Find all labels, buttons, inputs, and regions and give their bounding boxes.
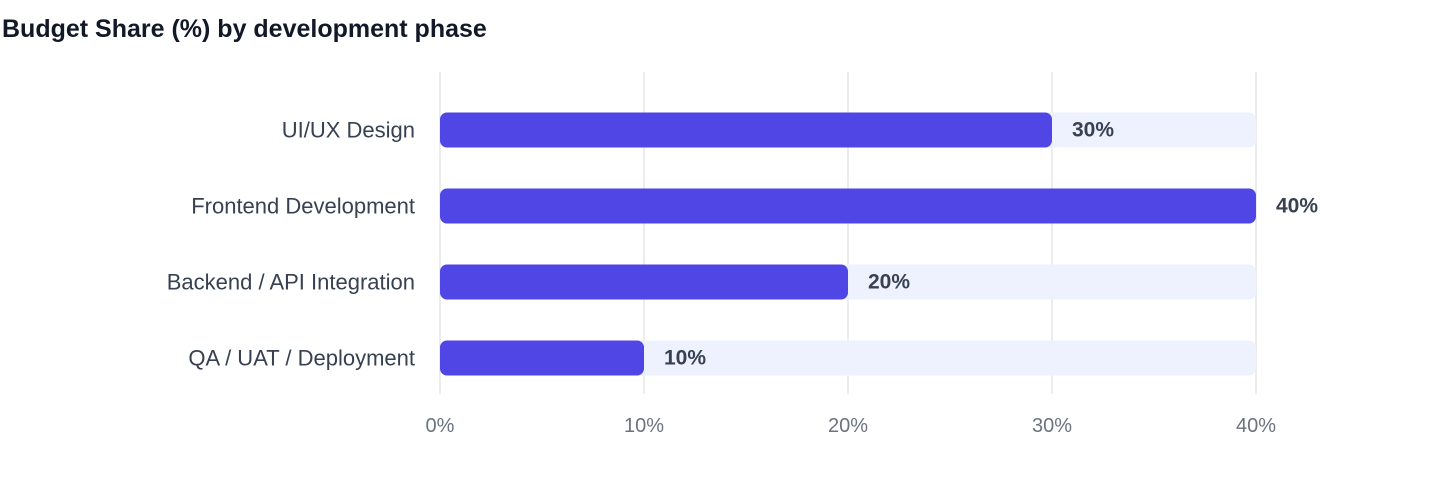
data-label: 20%: [868, 271, 910, 294]
x-tick-label: 30%: [1032, 415, 1072, 437]
x-tick-label: 20%: [828, 415, 868, 437]
category-label: Backend / API Integration: [167, 270, 415, 295]
category-label: UI/UX Design: [282, 118, 415, 143]
bar: [440, 264, 848, 300]
bar: [440, 188, 1256, 224]
data-label: 40%: [1276, 195, 1318, 218]
x-tick-label: 10%: [624, 415, 664, 437]
data-label: 10%: [664, 347, 706, 370]
category-label: Frontend Development: [191, 194, 415, 219]
bars: [440, 112, 1256, 376]
chart-title: Budget Share (%) by development phase: [2, 15, 487, 43]
labels: 0% 10% 20% 30% 40% UI/UX Design 30% Frontend De…: [167, 118, 1319, 438]
bar: [440, 112, 1052, 148]
category-label: QA / UAT / Deployment: [188, 346, 415, 371]
x-tick-label: 0%: [426, 415, 455, 437]
x-tick-label: 40%: [1236, 415, 1276, 437]
bar: [440, 340, 644, 376]
data-label: 30%: [1072, 119, 1114, 142]
